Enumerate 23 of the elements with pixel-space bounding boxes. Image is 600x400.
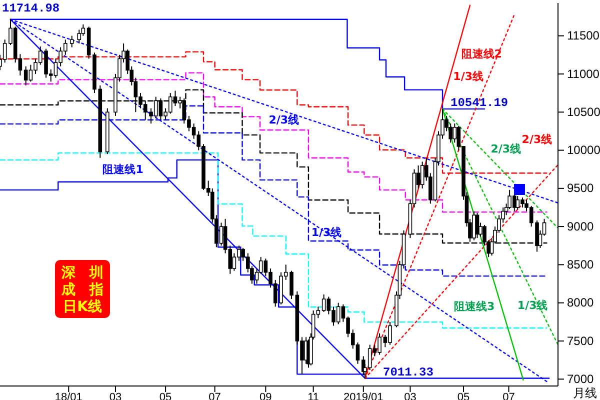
y-tick-label: 7500 bbox=[567, 334, 594, 348]
y-tick-label: 10500 bbox=[567, 104, 600, 119]
y-tick-label: 8500 bbox=[567, 258, 594, 272]
y-tick-label: 9500 bbox=[567, 181, 594, 196]
series-label: 1/3线 bbox=[517, 298, 548, 312]
series-label: 阻速线1 bbox=[102, 163, 144, 176]
text: 深 圳成 指日K线 bbox=[60, 265, 104, 315]
annotation: 7011.33 bbox=[383, 365, 434, 380]
text: 月线 bbox=[573, 386, 597, 400]
annotation: 11714.98 bbox=[2, 1, 60, 16]
y-tick-label: 11000 bbox=[567, 66, 600, 81]
annotation: 10541.19 bbox=[450, 96, 508, 110]
series-label: 2/3线 bbox=[522, 133, 552, 146]
y-tick-label: 8000 bbox=[567, 296, 594, 310]
y-tick-label: 10000 bbox=[567, 143, 600, 158]
y-tick-label: 9000 bbox=[567, 219, 594, 234]
series-label: 1/3线 bbox=[453, 70, 484, 83]
series-label: 2/3线 bbox=[268, 113, 300, 126]
series-label: 1/3线 bbox=[311, 226, 342, 239]
y-tick-label: 11500 bbox=[567, 28, 600, 43]
series-label: 阻速线3 bbox=[454, 300, 495, 314]
y-tick-label: 7000 bbox=[567, 372, 594, 386]
series-label: 2/3线 bbox=[490, 142, 522, 156]
